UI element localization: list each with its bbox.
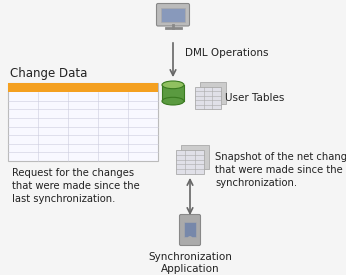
Circle shape xyxy=(188,237,192,240)
Text: DML Operations: DML Operations xyxy=(185,48,268,58)
Bar xyxy=(8,83,158,92)
Bar xyxy=(161,8,185,21)
Text: User Tables: User Tables xyxy=(225,93,284,103)
Text: Request for the changes
that were made since the
last synchronization.: Request for the changes that were made s… xyxy=(12,168,140,204)
Text: Change Data: Change Data xyxy=(10,67,88,80)
Bar xyxy=(181,145,209,169)
Text: Synchronization
Application: Synchronization Application xyxy=(148,252,232,274)
FancyBboxPatch shape xyxy=(156,4,190,26)
FancyBboxPatch shape xyxy=(180,214,200,246)
Bar xyxy=(162,85,184,101)
Ellipse shape xyxy=(162,81,184,89)
Ellipse shape xyxy=(162,97,184,105)
Bar xyxy=(200,82,226,104)
Text: Snapshot of the net changes
that were made since the last
synchronization.: Snapshot of the net changes that were ma… xyxy=(215,152,346,188)
Bar xyxy=(8,83,158,161)
Bar xyxy=(195,87,221,109)
Bar xyxy=(176,150,204,174)
Bar xyxy=(184,222,196,237)
